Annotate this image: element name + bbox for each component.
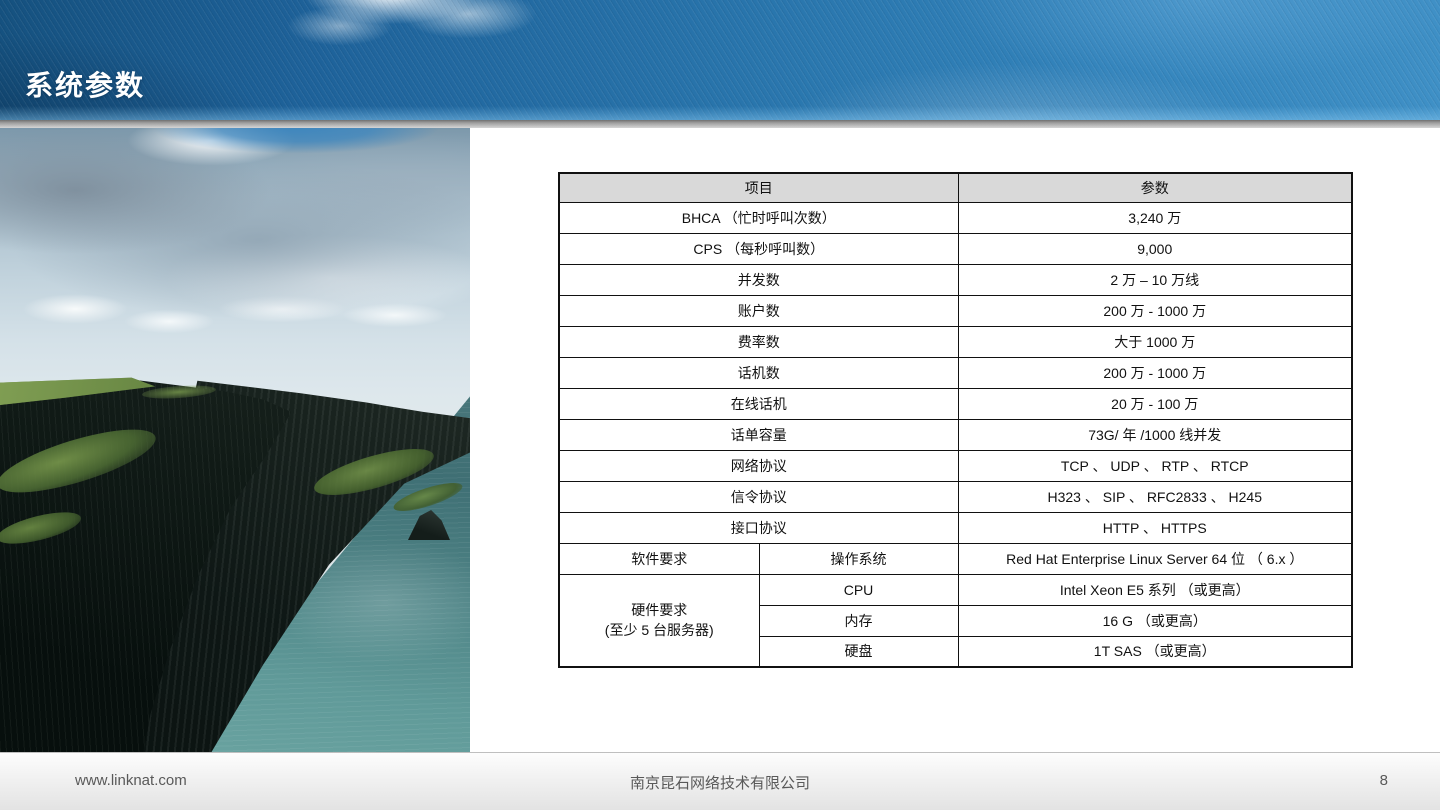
sub-item-cell: 内存 [758,604,959,637]
table-row: 网络协议 TCP 、 UDP 、 RTP 、 RTCP [558,449,1353,482]
footer-company: 南京昆石网络技术有限公司 [629,775,810,792]
diagonal-stripes-texture [0,0,1440,120]
value-cell: 1T SAS （或更高） [957,635,1353,668]
table-row: 费率数 大于 1000 万 [558,325,1353,358]
value-cell: 16 G （或更高） [957,604,1353,637]
table-row: 话单容量 73G/ 年 /1000 线并发 [558,418,1353,451]
group-cell-hardware: 硬件要求 (至少 5 台服务器) [558,573,760,668]
title-band: 系统参数 [0,0,1440,120]
value-cell: 大于 1000 万 [957,325,1353,358]
value-cell: 200 万 - 1000 万 [957,294,1353,327]
table-row: 接口协议 HTTP 、 HTTPS [558,511,1353,544]
sub-item-cell: 硬盘 [758,635,959,668]
value-cell: H323 、 SIP 、 RFC2833 、 H245 [957,480,1353,513]
item-cell: 费率数 [558,325,959,358]
header-cell-param: 参数 [957,172,1353,203]
band-bottom-glow [0,106,1440,120]
cliffs-photo [0,128,470,752]
table-row: BHCA （忙时呼叫次数） 3,240 万 [558,201,1353,234]
item-cell: 信令协议 [558,480,959,513]
item-cell: 账户数 [558,294,959,327]
separator-bar [0,120,1440,128]
value-cell: 200 万 - 1000 万 [957,356,1353,389]
item-cell: 话单容量 [558,418,959,451]
sub-item-cell: CPU [758,573,959,606]
hardware-requirements-row: 内存 16 G （或更高） [559,604,1353,637]
footer: www.linknat.com 南京昆石网络技术有限公司 8 [0,752,1440,810]
system-parameters-table: 项目 参数 BHCA （忙时呼叫次数） 3,240 万 CPS （每秒呼叫数） … [558,172,1353,668]
table-row: 话机数 200 万 - 1000 万 [558,356,1353,389]
page-title: 系统参数 [25,70,146,101]
item-cell: 在线话机 [558,387,959,420]
hardware-group-line1: 硬件要求 [631,601,688,618]
table-row: 账户数 200 万 - 1000 万 [558,294,1353,327]
value-cell: 20 万 - 100 万 [957,387,1353,420]
hardware-requirements-row: 硬件要求 (至少 5 台服务器) CPU Intel Xeon E5 系列 （或… [558,573,1353,668]
footer-page-number: 8 [1379,772,1388,789]
value-cell: Intel Xeon E5 系列 （或更高） [957,573,1353,606]
value-cell: HTTP 、 HTTPS [957,511,1353,544]
value-cell: 3,240 万 [957,201,1353,234]
value-cell: 73G/ 年 /1000 线并发 [957,418,1353,451]
item-cell: 并发数 [558,263,959,296]
value-cell: Red Hat Enterprise Linux Server 64 位 （ 6… [957,542,1353,575]
value-cell: TCP 、 UDP 、 RTP 、 RTCP [957,449,1353,482]
software-requirements-row: 软件要求 操作系统 Red Hat Enterprise Linux Serve… [558,542,1353,575]
header-cell-item: 项目 [558,172,959,203]
hardware-group-line2: (至少 5 台服务器) [604,622,714,639]
table-row: 信令协议 H323 、 SIP 、 RFC2833 、 H245 [558,480,1353,513]
item-cell: 话机数 [558,356,959,389]
table-header-row: 项目 参数 [558,172,1353,203]
table-row: CPS （每秒呼叫数） 9,000 [558,232,1353,265]
value-cell: 9,000 [957,232,1353,265]
item-cell: CPS （每秒呼叫数） [558,232,959,265]
item-cell: 接口协议 [558,511,959,544]
group-cell: 软件要求 [558,542,760,575]
hardware-requirements-row: 硬盘 1T SAS （或更高） [559,635,1353,668]
sub-item-cell: 操作系统 [758,542,959,575]
item-cell: 网络协议 [558,449,959,482]
value-cell: 2 万 – 10 万线 [957,263,1353,296]
table-row: 在线话机 20 万 - 100 万 [558,387,1353,420]
footer-website: www.linknat.com [75,772,187,789]
item-cell: BHCA （忙时呼叫次数） [558,201,959,234]
table-row: 并发数 2 万 – 10 万线 [558,263,1353,296]
